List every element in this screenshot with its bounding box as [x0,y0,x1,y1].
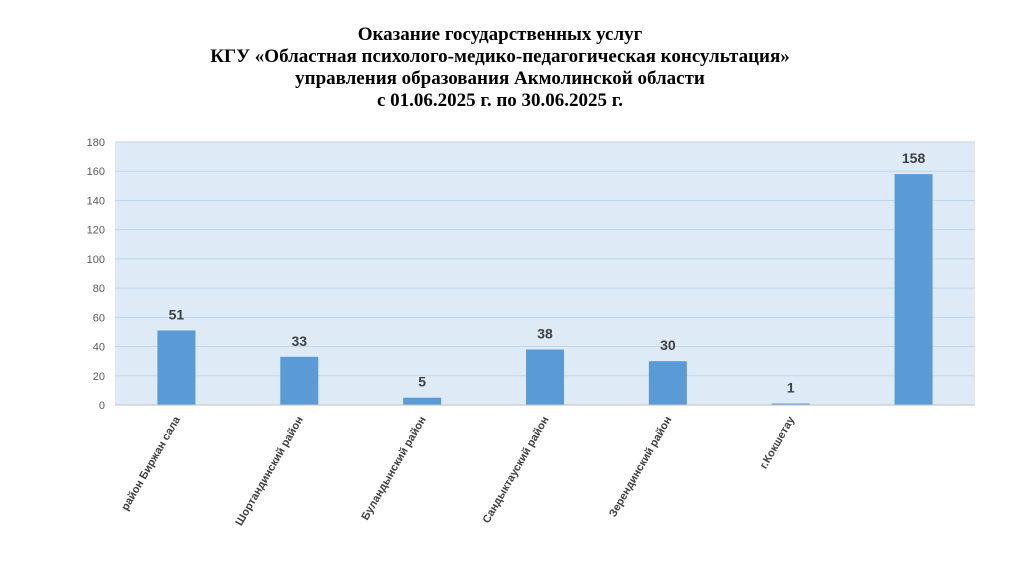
bar [894,174,933,405]
x-tick-label: Буландынский район [360,414,429,522]
data-label: 1 [787,380,795,396]
data-label: 33 [291,333,307,349]
y-tick-label: 60 [93,312,105,324]
y-tick-label: 180 [87,137,105,149]
x-tick-label: г.Кокшетау [758,414,798,471]
chart-title: Оказание государственных услуг КГУ «Обла… [0,24,1000,112]
data-label: 5 [418,374,426,390]
chart-title-line-2: КГУ «Областная психолого-медико-педагоги… [210,46,790,67]
x-axis: район Биржан сала Шортандинский район Була… [115,404,975,528]
data-label: 51 [169,306,185,322]
y-tick-label: 40 [93,342,105,354]
data-label: 30 [660,337,676,353]
chart-title-line-3: управления образования Акмолинской облас… [295,68,705,89]
bar [403,397,442,405]
x-tick-label: Зерендинский район [607,415,674,520]
bar [526,349,564,405]
bars [157,174,933,405]
bar [648,361,687,405]
y-tick-label: 80 [93,283,105,295]
bar [771,403,810,405]
y-tick-label: 100 [87,254,105,266]
y-tick-label: 0 [99,400,105,412]
bar [157,330,196,405]
data-labels: 51 33 5 38 30 1 158 [169,150,926,395]
bar [280,356,319,405]
chart-title-line-1: Оказание государственных услуг [357,24,643,45]
x-tick-label: Шортандинский район [233,415,305,528]
y-tick-label: 120 [87,225,105,237]
y-tick-label: 140 [87,195,105,207]
x-tick-label: Сандыктауский район [481,415,552,526]
data-label: 158 [902,150,926,166]
chart-title-line-4: с 01.06.2025 г. по 30.06.2025 г. [376,90,624,111]
x-tick-label: район Биржан сала [119,414,183,513]
data-label: 38 [537,325,553,341]
y-tick-label: 160 [87,166,105,178]
y-axis: 0 20 40 60 80 100 120 140 160 180 [87,137,105,412]
y-tick-label: 20 [93,371,105,383]
